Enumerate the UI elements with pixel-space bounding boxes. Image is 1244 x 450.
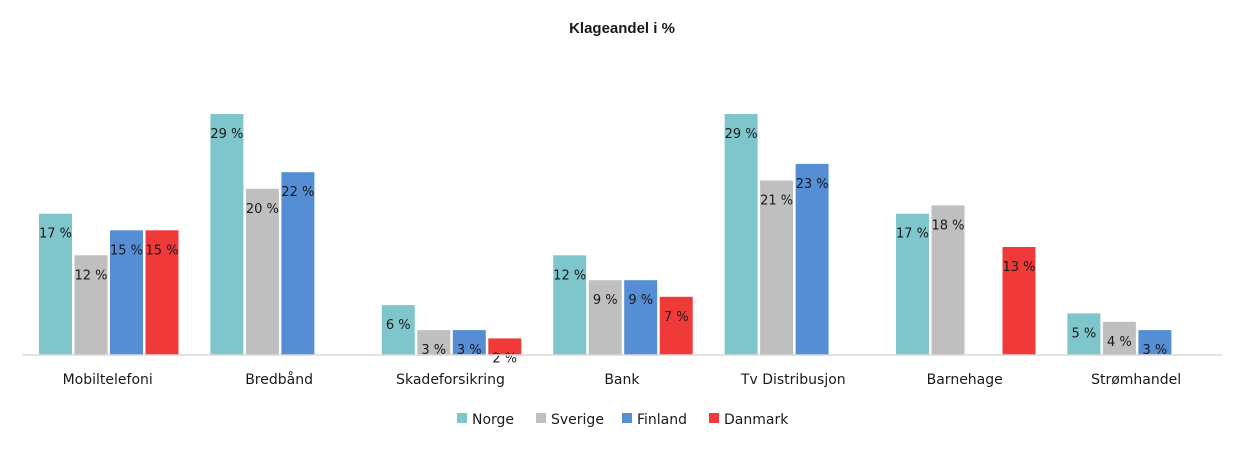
data-label-danmark-0: 15 % (145, 243, 178, 258)
legend-label-finland: Finland (637, 412, 687, 428)
data-label-sverige-6: 4 % (1107, 335, 1132, 350)
bar-sverige-1 (245, 188, 279, 355)
data-label-sverige-2: 3 % (421, 343, 446, 358)
bar-finland-2 (452, 330, 486, 355)
data-label-norge-2: 6 % (386, 318, 411, 333)
category-label-4: Tv Distribusjon (740, 372, 846, 388)
chart-title: Klageandel i % (569, 20, 675, 37)
data-label-danmark-2: 2 % (492, 351, 517, 366)
bar-norge-5 (896, 213, 929, 355)
data-label-sverige-3: 9 % (593, 293, 618, 308)
data-label-finland-3: 9 % (628, 293, 653, 308)
data-label-norge-1: 29 % (210, 127, 243, 142)
data-label-norge-0: 17 % (39, 227, 72, 242)
data-label-norge-5: 17 % (896, 227, 929, 242)
data-label-danmark-3: 7 % (664, 310, 689, 325)
bar-finland-1 (281, 172, 315, 355)
data-label-danmark-5: 13 % (1002, 260, 1035, 275)
bar-norge-1 (210, 114, 244, 355)
bar-danmark-0 (145, 230, 179, 355)
bar-sverige-3 (588, 280, 622, 355)
category-label-0: Mobiltelefoni (63, 372, 153, 388)
data-label-sverige-5: 18 % (931, 218, 964, 233)
data-label-norge-6: 5 % (1072, 326, 1097, 341)
bar-norge-4 (724, 114, 758, 355)
data-label-finland-2: 3 % (457, 343, 482, 358)
data-label-finland-4: 23 % (796, 177, 829, 192)
legend-label-norge: Norge (472, 412, 514, 428)
data-label-finland-0: 15 % (110, 243, 143, 258)
legend-swatch-norge (457, 413, 467, 423)
bar-finland-3 (624, 280, 658, 355)
data-label-finland-1: 22 % (281, 185, 314, 200)
bar-danmark-3 (659, 296, 693, 355)
bar-sverige-2 (417, 330, 451, 355)
legend-label-danmark: Danmark (724, 412, 789, 428)
bar-danmark-2 (488, 338, 522, 355)
data-label-sverige-0: 12 % (74, 268, 107, 283)
data-label-norge-3: 12 % (553, 268, 586, 283)
bar-sverige-4 (760, 180, 794, 355)
data-label-finland-6: 3 % (1143, 343, 1168, 358)
legend-swatch-danmark (709, 413, 719, 423)
bar-sverige-6 (1102, 321, 1136, 355)
category-labels: Mobiltelefoni Bredbånd Skadeforsikring Bank… (63, 371, 1182, 388)
bar-norge-2 (381, 305, 415, 355)
bar-finland-6 (1138, 330, 1172, 355)
bars-layer: 17 %12 %15 % 15 %29 %20 %22 %6 %3 % 3 %2 %… (39, 114, 1172, 366)
legend-swatch-sverige (536, 413, 546, 423)
bar-norge-0 (39, 213, 72, 355)
data-label-sverige-4: 21 % (760, 194, 793, 209)
category-label-3: Bank (604, 372, 640, 388)
bar-danmark-5 (1002, 247, 1036, 355)
bar-finland-0 (110, 230, 143, 355)
legend-swatch-finland (622, 413, 632, 423)
bar-sverige-0 (74, 255, 108, 355)
bar-norge-6 (1067, 313, 1101, 355)
category-label-1: Bredbånd (245, 371, 313, 388)
data-label-sverige-1: 20 % (246, 202, 279, 217)
category-label-5: Barnehage (927, 372, 1003, 388)
bar-sverige-5 (931, 205, 965, 355)
bar-finland-4 (795, 163, 829, 355)
legend-label-sverige: Sverige (551, 412, 604, 428)
category-label-6: Strømhandel (1091, 372, 1181, 388)
category-label-2: Skadeforsikring (396, 372, 505, 388)
legend: Norge Sverige Finland Danmark (457, 412, 789, 428)
data-label-norge-4: 29 % (725, 127, 758, 142)
bar-norge-3 (553, 255, 587, 355)
